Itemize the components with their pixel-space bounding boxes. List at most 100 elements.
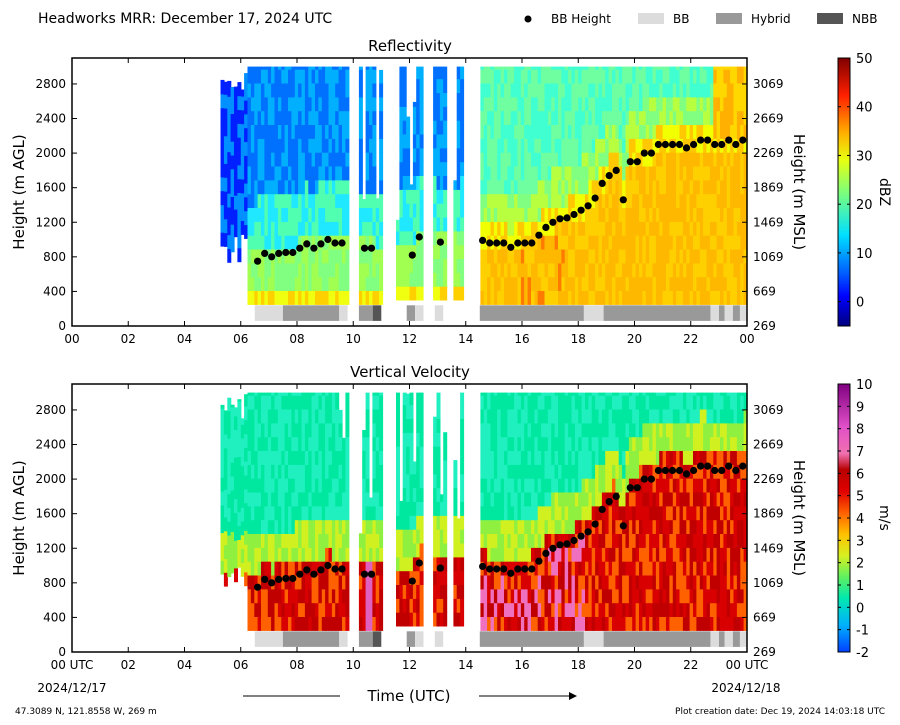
heatmap-cell	[281, 561, 286, 576]
heatmap-cell	[547, 66, 552, 70]
heatmap-cell	[689, 262, 694, 278]
heatmap-cell	[635, 179, 640, 195]
heatmap-cell	[294, 152, 299, 167]
heatmap-cell	[713, 262, 718, 278]
heatmap-cell	[517, 221, 522, 236]
heatmap-cell	[645, 492, 650, 507]
heatmap-cell	[524, 464, 529, 479]
heatmap-cell	[284, 221, 289, 236]
heatmap-cell	[456, 598, 461, 613]
heatmap-cell	[642, 66, 647, 70]
heatmap-cell	[601, 395, 606, 410]
heatmap-cell	[419, 92, 424, 107]
heatmap-cell	[534, 602, 539, 617]
heatmap-cell	[399, 500, 404, 503]
bb-height-point	[605, 172, 613, 180]
heatmap-cell	[618, 547, 623, 562]
heatmap-cell	[281, 450, 286, 465]
heatmap-cell	[655, 547, 660, 562]
heatmap-cell	[686, 547, 691, 562]
heatmap-cell	[230, 168, 235, 184]
heatmap-cell	[632, 547, 637, 562]
heatmap-cell	[652, 505, 657, 521]
heatmap-cell	[311, 66, 316, 70]
heatmap-cell	[439, 612, 444, 627]
heatmap-cell	[409, 184, 414, 190]
heatmap-cell	[315, 533, 319, 548]
heatmap-cell	[689, 575, 694, 590]
heatmap-cell	[639, 616, 643, 631]
heatmap-cell	[247, 276, 252, 291]
heatmap-cell	[736, 492, 741, 507]
heatmap-cell	[736, 602, 741, 617]
heatmap-cell	[713, 395, 718, 410]
heatmap-cell	[267, 561, 272, 576]
heatmap-cell	[230, 87, 235, 101]
heatmap-cell	[608, 395, 613, 410]
heatmap-cell	[490, 152, 495, 167]
heatmap-cell	[574, 450, 579, 465]
heatmap-cell	[669, 290, 674, 305]
heatmap-cell	[693, 602, 697, 617]
heatmap-cell	[331, 519, 336, 534]
heatmap-cell	[709, 533, 714, 548]
bb-height-point	[570, 536, 578, 545]
heatmap-cell	[736, 179, 741, 195]
heatmap-cell	[433, 258, 438, 273]
heatmap-cell	[304, 395, 309, 410]
heatmap-cell	[274, 262, 279, 278]
heatmap-cell	[615, 262, 620, 278]
heatmap-cell	[254, 110, 259, 125]
heatmap-cell	[517, 193, 522, 208]
heatmap-cell	[460, 612, 465, 627]
heatmap-cell	[294, 395, 299, 410]
heatmap-cell	[416, 404, 421, 419]
heatmap-cell	[568, 166, 573, 181]
heatmap-cell	[581, 152, 586, 167]
heatmap-cell	[628, 124, 633, 139]
bb-height-point	[367, 570, 376, 578]
heatmap-cell	[254, 166, 259, 181]
heatmap-cell	[325, 409, 330, 424]
heatmap-cell	[726, 235, 731, 250]
heatmap-cell	[412, 120, 417, 135]
heatmap-cell	[655, 478, 660, 493]
heatmap-cell	[682, 575, 687, 590]
heatmap-cell	[544, 138, 549, 153]
heatmap-cell	[315, 83, 319, 98]
heatmap-cell	[527, 124, 532, 139]
heatmap-cell	[598, 547, 603, 562]
heatmap-cell	[412, 543, 417, 558]
heatmap-cell	[618, 409, 623, 424]
heatmap-cell	[514, 602, 519, 617]
bb-height-point	[408, 251, 416, 259]
heatmap-cell	[632, 395, 637, 410]
heatmap-cell	[726, 152, 731, 167]
heatmap-cell	[345, 588, 350, 604]
heatmap-cell	[669, 166, 674, 181]
heatmap-cell	[689, 276, 694, 291]
heatmap-cell	[524, 533, 529, 548]
heatmap-cell	[642, 616, 647, 631]
bb-height-point	[254, 583, 262, 591]
heatmap-cell	[527, 249, 532, 264]
heatmap-cell	[433, 175, 438, 190]
heatmap-cell	[315, 478, 319, 493]
heatmap-cell	[635, 193, 640, 208]
heatmap-cell	[564, 519, 569, 534]
heatmap-cell	[699, 152, 704, 167]
heatmap-cell	[433, 244, 438, 259]
heatmap-cell	[615, 193, 620, 208]
heatmap-cell	[699, 69, 704, 84]
heatmap-cell	[328, 66, 333, 70]
heatmap-cell	[321, 152, 326, 167]
heatmap-cell	[244, 169, 249, 184]
heatmap-cell	[443, 78, 448, 93]
x-tick-label: 16	[514, 332, 529, 346]
heatmap-cell	[335, 492, 340, 507]
heatmap-cell	[277, 533, 282, 548]
heatmap-cell	[682, 505, 687, 521]
heatmap-cell	[645, 533, 650, 548]
heatmap-cell	[342, 262, 346, 278]
heatmap-cell	[632, 69, 637, 84]
